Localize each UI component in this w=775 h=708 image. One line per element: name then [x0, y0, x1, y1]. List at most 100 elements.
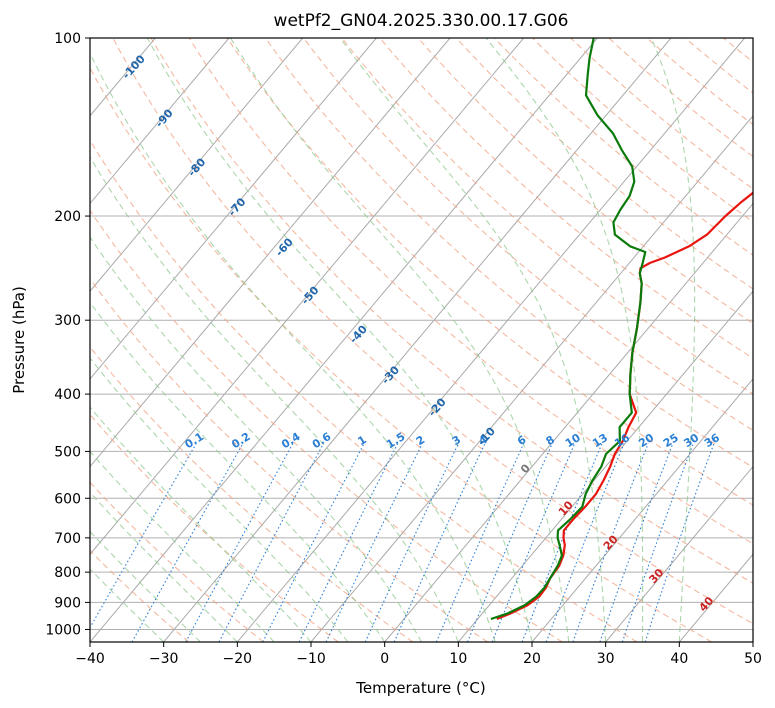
isotherm-line: [752, 641, 753, 642]
isotherm-line: [384, 202, 753, 642]
isotherm-label: -20: [426, 395, 449, 419]
moist-adiabat-line: [339, 38, 607, 642]
mixing-ratio-line: [572, 443, 649, 642]
dry-adiabat-line: [188, 38, 753, 545]
y-axis-label: Pressure (hPa): [10, 286, 28, 394]
mixing-ratio-label: 1.5: [384, 430, 407, 451]
isotherm-label: -40: [347, 322, 370, 346]
mixing-ratio-line: [364, 443, 459, 642]
mixing-ratio-line: [325, 443, 423, 642]
isotherm-label: -70: [226, 195, 249, 219]
dry-adiabat-line: [90, 139, 638, 642]
x-tick-label: −10: [296, 651, 326, 667]
plot-frame: [89, 37, 754, 643]
dry-adiabat-line: [646, 38, 753, 126]
x-tick-label: 0: [380, 651, 389, 667]
dry-adiabat-line: [723, 38, 753, 63]
dry-adiabat-line: [455, 38, 753, 290]
moist-adiabat-line: [485, 38, 644, 642]
dry-adiabat-line: [90, 481, 264, 642]
moist-adiabat-line: [90, 406, 312, 642]
y-tick-label: 600: [54, 491, 81, 507]
dry-adiabat-line: [303, 38, 753, 431]
mixing-ratio-line: [131, 443, 244, 642]
isotherm-label: -10: [475, 424, 498, 448]
isotherm-line: [531, 378, 753, 642]
x-tick-label: −40: [75, 651, 105, 667]
x-tick-label: −20: [223, 651, 253, 667]
dry-adiabat-line: [150, 38, 753, 584]
isotherm-line: [0, 38, 8, 642]
isotherm-line: [90, 38, 377, 380]
mixing-ratio-label: 0.1: [183, 430, 206, 451]
dewpoint-profile-line: [490, 38, 647, 621]
isotherm-line: [457, 290, 753, 642]
x-tick-label: −30: [149, 651, 179, 667]
dry-adiabat-line: [684, 38, 753, 94]
dry-adiabat-line: [90, 346, 414, 642]
isotherm-label: -100: [120, 52, 148, 81]
chart-title: wetPf2_GN04.2025.330.00.17.G06: [274, 11, 569, 31]
line-labels: 0.1 0.2 0.4 0.6 1 1.5 2 3 4 6 8 10 13 16 20 25 30 36-100-…: [120, 52, 723, 614]
dry-adiabat-line: [90, 413, 339, 642]
x-tick-label: 20: [523, 651, 541, 667]
mixing-ratio-label: 16: [612, 431, 632, 450]
dry-adiabat-line: [494, 38, 753, 256]
moist-adiabat-line: [90, 301, 386, 642]
dry-adiabat-line: [112, 38, 753, 625]
isotherm-line: [236, 38, 746, 642]
axes: −40 −30 −20 −10 0 10 20 30 40 5010020030040050060…: [45, 31, 762, 667]
y-tick-label: 400: [54, 387, 81, 403]
moist-adiabat-line: [90, 568, 165, 642]
x-tick-label: 40: [670, 651, 688, 667]
y-tick-label: 800: [54, 565, 81, 581]
isotherm-label: 30: [646, 566, 666, 586]
mixing-ratio-label: 0.2: [229, 430, 252, 451]
mixing-ratio-label: 3: [450, 433, 463, 448]
isotherm-line: [605, 465, 753, 642]
mixing-ratio-label: 13: [590, 431, 610, 450]
dry-adiabat-line: [90, 209, 563, 642]
dry-adiabat-line: [265, 38, 753, 468]
profile-lines: [490, 38, 753, 621]
dry-adiabat-line: [90, 278, 488, 642]
dry-adiabat-line: [532, 38, 753, 223]
y-tick-label: 200: [54, 209, 81, 225]
isotherm-line: [90, 38, 525, 556]
isotherm-line: [678, 553, 753, 642]
moist-adiabat-line: [90, 236, 422, 642]
y-tick-label: 900: [54, 595, 81, 611]
x-axis-label: Temperature (°C): [355, 679, 485, 697]
mixing-ratio-line: [545, 443, 625, 642]
mixing-ratio-line: [644, 443, 715, 642]
mixing-ratio-label: 6: [515, 433, 529, 448]
isotherm-line: [90, 38, 451, 468]
dry-adiabat-line: [226, 38, 753, 506]
background-lines: [0, 38, 753, 642]
mixing-ratio-line: [599, 443, 674, 642]
isotherm-line: [163, 38, 672, 642]
y-tick-label: 1000: [45, 622, 81, 638]
x-tick-label: 30: [597, 651, 615, 667]
moist-adiabat-line: [650, 38, 696, 642]
mixing-ratio-label: 2: [414, 433, 427, 448]
dry-adiabat-line: [417, 38, 753, 324]
mixing-ratio-line: [185, 443, 294, 642]
moist-adiabat-line: [90, 155, 459, 642]
mixing-ratio-label: 25: [661, 431, 681, 450]
mixing-ratio-label: 0.4: [279, 430, 303, 452]
dry-adiabat-line: [341, 38, 753, 395]
mixing-ratio-line: [218, 443, 324, 642]
y-tick-label: 300: [54, 313, 81, 329]
isotherm-line: [90, 38, 304, 292]
isotherm-label: -90: [153, 106, 176, 130]
isotherm-label: -60: [273, 235, 296, 259]
mixing-ratio-label: 30: [681, 431, 701, 450]
isotherm-line: [90, 38, 230, 205]
isotherm-label: -30: [379, 363, 402, 387]
isotherm-label: -50: [299, 284, 322, 308]
moist-adiabat-line: [90, 530, 201, 642]
mixing-ratio-label: 8: [544, 433, 557, 448]
